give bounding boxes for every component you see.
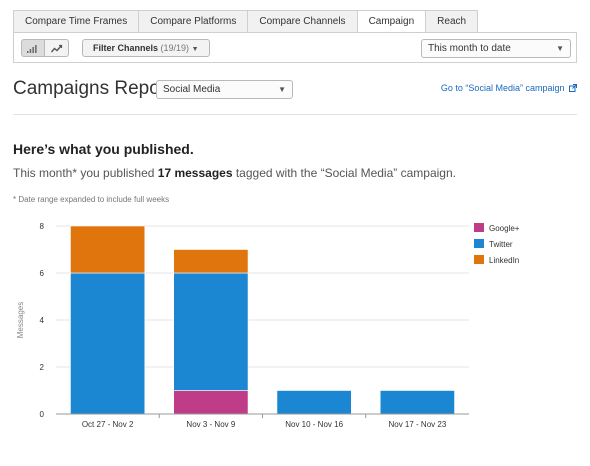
bar-chart-toggle-button[interactable]: [21, 39, 45, 57]
bar-segment: [70, 272, 146, 415]
bar-segment: [70, 225, 146, 274]
tab-compare-platforms[interactable]: Compare Platforms: [138, 10, 248, 33]
x-tick-label: Nov 10 - Nov 16: [285, 420, 343, 429]
y-axis-label: Messages: [16, 302, 25, 338]
filter-channels-count: (19/19): [160, 43, 190, 53]
legend: Google+ Twitter LinkedIn: [474, 223, 520, 265]
axes: 0 2 4 6 8 Oct 27 - Nov 2 Nov 3 - Nov 9 Nov 10 -…: [16, 222, 469, 429]
bar-segment: [276, 390, 352, 415]
chevron-down-icon: ▼: [278, 85, 286, 94]
x-tick-label: Nov 3 - Nov 9: [186, 420, 235, 429]
summary-headline: Here’s what you published.: [13, 141, 194, 157]
tab-reach[interactable]: Reach: [425, 10, 479, 33]
chevron-down-icon: ▼: [191, 46, 199, 53]
y-tick-label: 8: [40, 222, 45, 231]
bar-segment: [173, 249, 249, 274]
summary-count: 17 messages: [157, 166, 233, 180]
external-link-icon: [569, 84, 577, 92]
go-to-campaign-label: Go to “Social Media” campaign: [440, 83, 565, 93]
tab-campaign[interactable]: Campaign: [356, 10, 426, 33]
line-chart-toggle-button[interactable]: [45, 39, 69, 57]
legend-swatch: [474, 223, 484, 232]
messages-bar-chart: 0 2 4 6 8 Oct 27 - Nov 2 Nov 3 - Nov 9 Nov 10 -…: [16, 222, 520, 429]
go-to-campaign-link[interactable]: Go to “Social Media” campaign: [441, 83, 577, 93]
bars: [70, 225, 455, 415]
y-tick-label: 4: [40, 316, 45, 325]
bar-segment: [173, 390, 249, 415]
tab-compare-channels[interactable]: Compare Channels: [247, 10, 357, 33]
date-range-value: This month to date: [428, 43, 511, 54]
summary-text: This month* you published 17 messages ta…: [13, 166, 456, 180]
y-tick-label: 0: [40, 410, 45, 419]
bar-chart-icon: [27, 44, 37, 53]
bar-segment: [379, 390, 455, 415]
summary-suffix: tagged with the “Social Media” campaign.: [235, 166, 456, 180]
summary-prefix: This month* you published: [13, 166, 155, 180]
line-chart-icon: [50, 44, 62, 52]
tab-bar: Compare Time Frames Compare Platforms Co…: [13, 10, 479, 33]
y-tick-label: 2: [40, 363, 45, 372]
date-range-select[interactable]: This month to date ▼: [421, 39, 571, 58]
legend-label: Twitter: [489, 240, 513, 249]
legend-swatch: [474, 255, 484, 264]
tab-compare-time-frames[interactable]: Compare Time Frames: [13, 10, 139, 33]
legend-label: Google+: [489, 224, 520, 233]
filter-channels-label: Filter Channels: [93, 43, 159, 53]
campaign-select-value: Social Media: [163, 84, 221, 95]
divider: [13, 114, 577, 115]
footnote: * Date range expanded to include full we…: [13, 195, 170, 204]
chevron-down-icon: ▼: [556, 44, 564, 53]
chart-type-toggle: [21, 39, 69, 57]
toolbar: Filter Channels (19/19) ▼ This month to …: [13, 32, 577, 63]
legend-swatch: [474, 239, 484, 248]
legend-label: LinkedIn: [489, 256, 519, 265]
filter-channels-button[interactable]: Filter Channels (19/19) ▼: [82, 39, 210, 57]
x-tick-label: Nov 17 - Nov 23: [388, 420, 446, 429]
page-title: Campaigns Report: [13, 78, 172, 99]
x-tick-label: Oct 27 - Nov 2: [82, 420, 134, 429]
campaign-select[interactable]: Social Media ▼: [156, 80, 293, 99]
y-tick-label: 6: [40, 269, 45, 278]
bar-segment: [173, 272, 249, 391]
